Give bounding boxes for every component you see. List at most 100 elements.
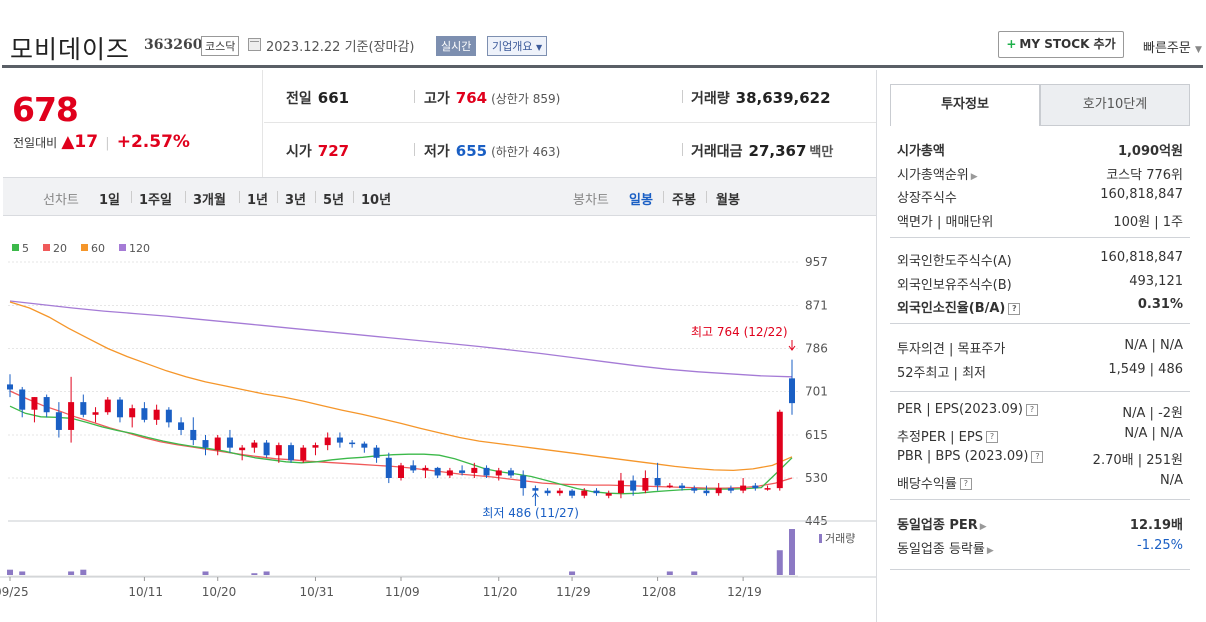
- y-tick-label: 615: [805, 428, 828, 442]
- candle-body: [593, 490, 600, 494]
- volume-bar: [202, 571, 209, 575]
- upper-limit: (상한가 859): [491, 92, 561, 106]
- prev-close-label: 전일: [286, 91, 312, 107]
- divider: [682, 90, 683, 103]
- candle-body: [165, 409, 172, 423]
- realtime-button[interactable]: 실시간: [436, 36, 477, 56]
- volume-bar: [776, 550, 783, 575]
- legend-swatch: [119, 244, 126, 251]
- divider: [414, 143, 415, 156]
- volume-bar: [251, 573, 258, 575]
- amount-value: 27,367: [748, 142, 807, 160]
- price-row-1: 전일 661 고가 764 (상한가 859) 거래량 38,639,622: [264, 70, 877, 123]
- candle-body: [68, 402, 75, 430]
- invest-row: 액면가 | 매매단위 100원 | 1주: [897, 211, 1183, 233]
- period-1y[interactable]: 1년: [247, 193, 269, 208]
- candle-body: [605, 493, 612, 496]
- invest-row[interactable]: 동일업종 PER ▶ 12.19배: [897, 514, 1183, 536]
- chevron-right-icon: ▶: [986, 545, 994, 556]
- calendar-icon: [248, 38, 261, 51]
- candle-body: [141, 408, 148, 420]
- volume-bar: [80, 569, 87, 575]
- candle-body: [153, 409, 160, 420]
- chevron-down-icon: ▼: [535, 43, 543, 52]
- change-amount: ▲17: [61, 132, 99, 152]
- help-icon[interactable]: ?: [1031, 450, 1044, 463]
- candle-body: [789, 378, 795, 404]
- candle-body: [7, 384, 13, 390]
- volume-bar: [569, 571, 576, 575]
- company-overview-label: 기업개요: [492, 40, 533, 53]
- help-icon[interactable]: ?: [985, 431, 998, 443]
- period-3m[interactable]: 3개월: [193, 193, 226, 208]
- candle-body: [556, 490, 563, 494]
- open-label: 시가: [286, 144, 312, 160]
- invest-row-value: 100원 | 1주: [1113, 214, 1183, 230]
- candle-body: [226, 437, 233, 448]
- divider: [131, 191, 132, 203]
- volume-bar: [263, 571, 270, 575]
- legend-swatch: [81, 244, 88, 251]
- candle-body: [715, 488, 722, 494]
- invest-row: 배당수익률? N/A: [897, 473, 1183, 495]
- invest-row-value: N/A: [1160, 472, 1183, 488]
- annotation-low: 최저 486 (11/27): [482, 506, 579, 520]
- help-icon[interactable]: ?: [1008, 302, 1021, 315]
- help-icon[interactable]: ?: [1025, 403, 1038, 416]
- prev-close: 전일 661: [286, 88, 349, 108]
- invest-row-value: 1,090억원: [1117, 144, 1183, 159]
- invest-row-value: N/A | N/A: [1124, 338, 1183, 353]
- candle-body: [300, 447, 307, 461]
- amount-unit: 백만: [809, 145, 834, 160]
- candle-body: [544, 490, 551, 494]
- prev-close-value: 661: [317, 89, 350, 107]
- tab-invest-info[interactable]: 투자정보: [890, 84, 1040, 126]
- period-1w[interactable]: 1주일: [139, 193, 172, 208]
- help-icon[interactable]: ?: [959, 478, 972, 490]
- invest-row: PBR | BPS (2023.09)? 2.70배 | 251원: [897, 449, 1183, 471]
- invest-section-3: 투자의견 | 목표주가 N/A | N/A 52주최고 | 최저 1,549 | 48…: [890, 332, 1190, 392]
- invest-row-value: -1.25%: [1137, 537, 1183, 553]
- divider: [663, 191, 664, 203]
- chevron-right-icon: ▶: [979, 522, 987, 532]
- low-value: 655: [455, 142, 488, 160]
- amount-label: 거래대금: [691, 144, 743, 160]
- add-my-stock-label: MY STOCK 추가: [1019, 37, 1116, 51]
- invest-row-label: 추정PER | EPS?: [897, 426, 998, 445]
- candle-daily[interactable]: 일봉: [629, 193, 653, 208]
- period-10y[interactable]: 10년: [361, 193, 392, 208]
- candle-body: [275, 445, 282, 456]
- y-tick-label: 957: [805, 255, 828, 269]
- candle-body: [190, 429, 197, 441]
- volume-bar: [68, 571, 75, 575]
- company-overview-dropdown[interactable]: 기업개요 ▼: [487, 36, 548, 56]
- divider: [239, 191, 240, 203]
- candle-weekly[interactable]: 주봉: [672, 193, 696, 208]
- high-price: 고가 764 (상한가 859): [424, 88, 560, 108]
- candle-monthly[interactable]: 월봉: [716, 193, 740, 208]
- tab-order-book[interactable]: 호가10단계: [1040, 84, 1190, 126]
- candle-body: [703, 490, 710, 494]
- legend-label: 60: [91, 242, 105, 255]
- invest-row: 외국인한도주식수(A) 160,818,847: [897, 250, 1183, 272]
- volume-bar: [666, 571, 673, 575]
- invest-section-1: 시가총액 1,090억원 시가총액순위 ▶ 코스닥 776위 상장주식수 160,818,8…: [890, 134, 1190, 238]
- invest-row-label: 동일업종 등락률 ▶: [897, 541, 994, 557]
- invest-row-label: 외국인소진율(B/A)?: [897, 297, 1021, 316]
- annotation-low-arrow: [532, 492, 539, 506]
- period-1d[interactable]: 1일: [99, 193, 121, 208]
- period-5y[interactable]: 5년: [323, 193, 345, 208]
- period-3y[interactable]: 3년: [285, 193, 307, 208]
- trade-amount: 거래대금 27,367 백만: [691, 141, 833, 161]
- header-divider: [2, 65, 1203, 68]
- invest-row[interactable]: 동일업종 등락률 ▶ -1.25%: [897, 538, 1183, 560]
- add-my-stock-button[interactable]: + MY STOCK 추가: [998, 31, 1124, 58]
- candle-body: [410, 465, 417, 471]
- candle-body: [31, 397, 38, 410]
- invest-section-4: PER | EPS(2023.09)? N/A | -2원 추정PER | EPS?…: [890, 396, 1190, 500]
- invest-row[interactable]: 시가총액순위 ▶ 코스닥 776위: [897, 164, 1183, 186]
- candle-body: [92, 412, 99, 415]
- quick-order-dropdown[interactable]: 빠른주문 ▼: [1143, 37, 1202, 56]
- volume: 거래량 38,639,622: [691, 88, 831, 108]
